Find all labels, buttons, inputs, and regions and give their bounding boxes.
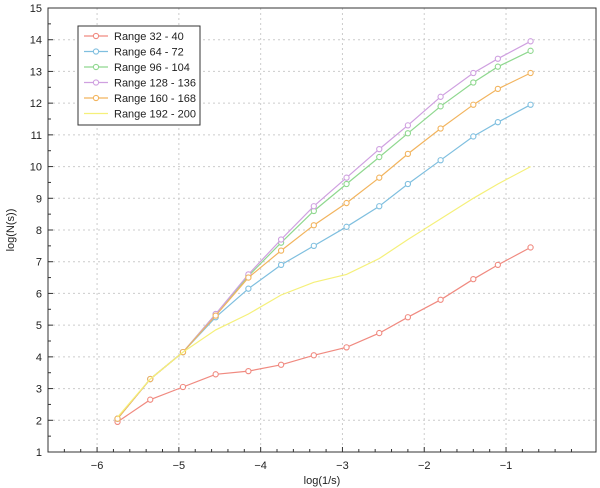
data-point (147, 396, 154, 403)
legend-label: Range 96 - 104 (114, 62, 190, 74)
data-point (277, 247, 285, 254)
data-point (494, 119, 502, 126)
legend-swatch-marker (92, 63, 100, 71)
y-tick-label: 2 (36, 415, 42, 427)
legend-label: Range 160 - 168 (114, 93, 196, 105)
data-point (212, 371, 219, 378)
legend-label: Range 192 - 200 (114, 109, 196, 121)
series (114, 69, 534, 422)
data-point (114, 415, 121, 422)
y-tick-label: 3 (36, 384, 42, 396)
x-tick-label: −6 (91, 460, 104, 472)
x-tick-label: −3 (336, 460, 349, 472)
data-point (437, 103, 444, 110)
y-tick-label: 7 (36, 257, 42, 269)
y-tick-label: 15 (30, 3, 42, 15)
data-point (343, 174, 350, 181)
data-point (404, 122, 412, 129)
x-axis-label: log(1/s) (304, 475, 341, 487)
data-point (404, 180, 412, 188)
data-point (437, 93, 444, 100)
series-line (117, 72, 531, 420)
data-point (404, 150, 412, 158)
y-tick-label: 13 (30, 66, 42, 78)
series-layer (114, 38, 534, 426)
data-point (179, 383, 187, 391)
data-point (494, 63, 502, 70)
y-tick-label: 4 (36, 352, 42, 364)
data-point (343, 199, 350, 207)
legend-swatch-marker (92, 48, 100, 55)
data-point (494, 85, 502, 93)
series (117, 166, 531, 418)
data-point (437, 125, 444, 132)
x-tick-label: −2 (418, 460, 431, 472)
legend-label: Range 128 - 136 (114, 78, 196, 90)
data-point (470, 101, 477, 108)
data-point (494, 261, 502, 269)
series-line (117, 246, 531, 423)
y-tick-label: 12 (30, 98, 42, 110)
data-point (527, 38, 534, 45)
series-line (117, 166, 531, 418)
legend-swatch-marker (92, 94, 100, 102)
x-tick-label: −5 (173, 460, 186, 472)
data-point (343, 344, 350, 351)
y-tick-label: 1 (36, 447, 42, 459)
data-point (245, 367, 252, 375)
legend-label: Range 64 - 72 (114, 47, 184, 59)
data-point (527, 101, 534, 108)
data-point (310, 203, 317, 210)
data-point (404, 314, 412, 321)
data-point (376, 174, 383, 181)
data-point (310, 242, 317, 250)
y-tick-label: 9 (36, 193, 42, 205)
data-point (343, 180, 350, 188)
data-point (245, 285, 252, 292)
data-point (376, 203, 383, 210)
legend: Range 32 - 40 Range 64 - 72 Range 96 - 104… (77, 25, 201, 126)
y-tick-label: 5 (36, 320, 42, 332)
data-point (376, 329, 383, 337)
data-point (277, 261, 285, 269)
y-tick-label: 14 (30, 35, 42, 47)
data-point (376, 145, 383, 153)
data-point (437, 296, 444, 303)
x-tick-label: −1 (500, 460, 513, 472)
data-point (212, 312, 219, 319)
y-tick-label: 8 (36, 225, 42, 237)
data-point (245, 274, 252, 281)
y-tick-label: 11 (31, 130, 42, 142)
data-point (277, 361, 285, 368)
data-point (527, 69, 534, 77)
data-point (404, 130, 412, 137)
y-tick-label: 10 (30, 162, 42, 174)
x-tick-label: −4 (254, 460, 267, 472)
data-point (470, 69, 477, 77)
data-point (343, 223, 350, 230)
series (114, 244, 534, 426)
data-point (494, 55, 502, 62)
data-point (277, 236, 285, 243)
data-point (376, 153, 383, 161)
data-point (470, 133, 477, 140)
y-axis-label: log(N(s)) (5, 209, 17, 252)
legend-label: Range 32 - 40 (114, 31, 184, 43)
legend-swatch-marker (92, 79, 100, 86)
legend-box (77, 25, 201, 126)
data-point (437, 157, 444, 164)
legend-swatch-marker (92, 32, 100, 40)
data-point (470, 276, 477, 283)
data-point (310, 352, 317, 359)
data-point (470, 79, 477, 86)
data-point (310, 222, 317, 229)
data-point (527, 47, 534, 54)
y-tick-label: 6 (36, 288, 42, 300)
data-point (527, 244, 534, 251)
